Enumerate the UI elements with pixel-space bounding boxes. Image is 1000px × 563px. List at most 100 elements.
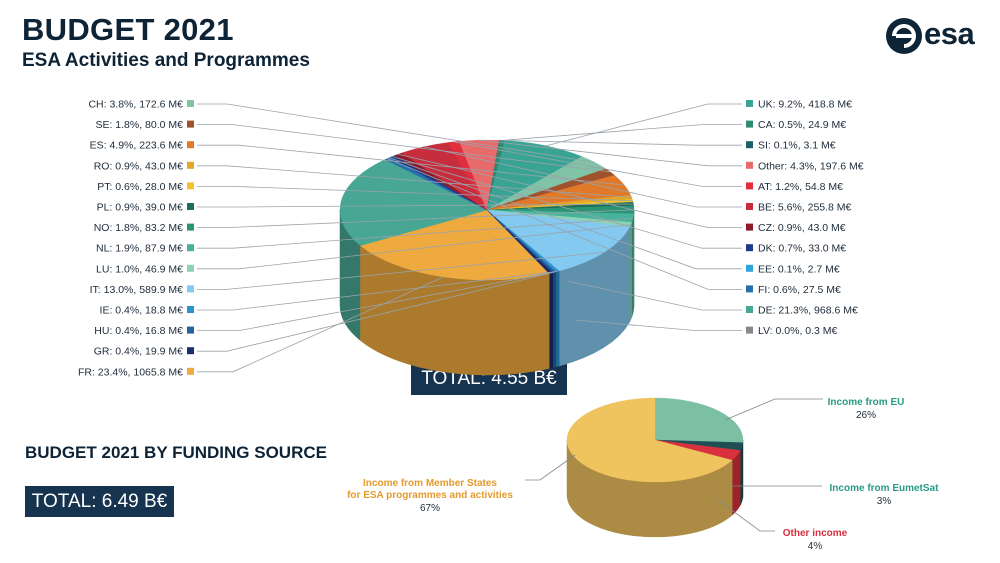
legend-swatch-at bbox=[746, 182, 753, 190]
total-funding-badge: TOTAL: 6.49 B€ bbox=[25, 486, 174, 517]
esa-logo-text: esa bbox=[924, 16, 975, 51]
legend-label-es: ES: 4.9%, 223.6 M€ bbox=[90, 140, 184, 152]
funding-leader-eu bbox=[724, 398, 823, 421]
leader-line-ie bbox=[197, 271, 558, 311]
funding-percent-income-from-member-states-for-esa-programmes-and-activities: 67% bbox=[420, 503, 440, 514]
leader-line-other bbox=[479, 139, 742, 167]
legend-label-ca: CA: 0.5%, 24.9 M€ bbox=[758, 119, 846, 131]
leader-line-fi bbox=[387, 158, 742, 290]
legend-swatch-ie bbox=[187, 306, 194, 313]
leader-line-lu bbox=[197, 224, 631, 270]
leader-line-fr bbox=[197, 276, 444, 373]
leader-line-dk bbox=[392, 156, 742, 249]
funding-leader-member-states bbox=[525, 454, 576, 481]
funding-leader-lines bbox=[525, 398, 823, 532]
legend-label-si: SI: 0.1%, 3.1 M€ bbox=[758, 140, 836, 152]
legend-label-uk: UK: 9.2%, 418.8 M€ bbox=[758, 99, 852, 111]
leader-line-gr bbox=[197, 272, 552, 352]
main-pie-side-lu bbox=[629, 222, 632, 322]
main-pie-slice-de bbox=[339, 159, 488, 246]
funding-pie-slice-income-from-member-states-for-esa-programmes-and-activities bbox=[566, 397, 733, 483]
legend-swatch-uk bbox=[746, 100, 753, 107]
legend-label-hu: HU: 0.4%, 16.8 M€ bbox=[94, 325, 183, 337]
leader-line-be bbox=[424, 146, 742, 208]
legend-label-cz: CZ: 0.9%, 43.0 M€ bbox=[758, 222, 846, 234]
legend-label-no: NO: 1.8%, 83.2 M€ bbox=[94, 222, 183, 234]
legend-label-lu: LU: 1.0%, 46.9 M€ bbox=[96, 263, 183, 275]
leader-line-hu bbox=[197, 271, 555, 332]
funding-pie-slice-income-from-eu bbox=[654, 397, 744, 443]
funding-label-income-from-member-states-for-esa-programmes-and-activities-1: Income from Member States bbox=[363, 478, 497, 489]
legend-swatch-hu bbox=[187, 326, 194, 334]
funding-percent-income-from-eumetsat: 3% bbox=[877, 496, 892, 507]
funding-label-income-from-eumetsat: Income from EumetSat bbox=[830, 483, 940, 494]
legend-swatch-pt bbox=[187, 182, 194, 190]
legend-label-ie: IE: 0.4%, 18.8 M€ bbox=[100, 305, 184, 317]
legend-label-other: Other: 4.3%, 197.6 M€ bbox=[758, 160, 864, 172]
legend-swatch-ee bbox=[746, 264, 753, 272]
legend-label-ro: RO: 0.9%, 43.0 M€ bbox=[94, 160, 183, 172]
leader-line-si bbox=[499, 139, 742, 146]
legend-swatch-ch bbox=[187, 100, 194, 107]
funding-percent-other-income: 4% bbox=[808, 541, 823, 552]
funding-percent-income-from-eu: 26% bbox=[856, 410, 876, 421]
legend-swatch-nl bbox=[187, 244, 194, 252]
legend-label-gr: GR: 0.4%, 19.9 M€ bbox=[94, 346, 183, 358]
legend-swatch-be bbox=[746, 203, 753, 210]
legend-swatch-fi bbox=[746, 285, 753, 293]
legend-swatch-lv bbox=[746, 326, 753, 334]
legend-label-lv: LV: 0.0%, 0.3 M€ bbox=[758, 325, 838, 337]
legend-label-nl: NL: 1.9%, 87.9 M€ bbox=[96, 243, 183, 255]
legend-label-fi: FI: 0.6%, 27.5 M€ bbox=[758, 284, 841, 296]
funding-label-income-from-eu: Income from EU bbox=[828, 397, 905, 408]
leader-line-lv bbox=[575, 319, 742, 332]
legend-swatch-pl bbox=[187, 203, 194, 210]
page-title: BUDGET 2021 bbox=[22, 12, 234, 47]
leader-line-nl bbox=[197, 217, 634, 249]
leader-line-cz bbox=[398, 153, 742, 229]
leader-line-at bbox=[453, 141, 742, 187]
leader-line-it bbox=[197, 251, 605, 290]
legend-label-it: IT: 13.0%, 589.9 M€ bbox=[90, 284, 184, 296]
legend-label-pl: PL: 0.9%, 39.0 M€ bbox=[97, 202, 184, 214]
funding-section-title: BUDGET 2021 BY FUNDING SOURCE bbox=[25, 443, 327, 462]
main-pie-side-nl bbox=[631, 213, 635, 318]
leader-line-es bbox=[197, 144, 625, 186]
legend-swatch-it bbox=[187, 285, 194, 293]
main-pie-side-hu bbox=[552, 271, 557, 368]
legend-label-ch: CH: 3.8%, 172.6 M€ bbox=[88, 99, 183, 111]
funding-pie-side-other-income bbox=[731, 450, 741, 516]
legend-swatch-cz bbox=[746, 223, 753, 231]
legend-label-de: DE: 21.3%, 968.6 M€ bbox=[758, 305, 858, 317]
legend-label-dk: DK: 0.7%, 33.0 M€ bbox=[758, 243, 846, 255]
page-subtitle: ESA Activities and Programmes bbox=[22, 50, 310, 71]
leader-line-ro bbox=[197, 165, 632, 198]
legend-swatch-ca bbox=[746, 120, 753, 128]
leader-line-de bbox=[567, 280, 742, 311]
legend-swatch-ro bbox=[187, 161, 194, 169]
main-pie-slice-it bbox=[486, 209, 631, 272]
funding-label-other-income: Other income bbox=[783, 528, 848, 539]
legend-swatch-no bbox=[187, 223, 194, 231]
leader-line-pt bbox=[197, 185, 633, 202]
legend-label-pt: PT: 0.6%, 28.0 M€ bbox=[97, 181, 183, 193]
funding-label-income-from-member-states-for-esa-programmes-and-activities-2: for ESA programmes and activities bbox=[347, 490, 513, 501]
main-pie-side-ie bbox=[555, 270, 560, 368]
leader-line-no bbox=[197, 209, 635, 229]
legend-swatch-fr bbox=[187, 367, 194, 375]
legend-swatch-other bbox=[746, 161, 753, 169]
leader-line-ee bbox=[389, 157, 742, 270]
funding-leader-other bbox=[717, 499, 775, 532]
leader-line-se bbox=[197, 124, 611, 173]
legend-label-se: SE: 1.8%, 80.0 M€ bbox=[95, 119, 183, 131]
legend-label-be: BE: 5.6%, 255.8 M€ bbox=[758, 202, 852, 214]
leader-line-ca bbox=[502, 124, 742, 141]
legend-swatch-se bbox=[187, 120, 194, 128]
legend-swatch-si bbox=[746, 141, 753, 149]
leader-line-uk bbox=[545, 103, 742, 147]
legend-swatch-gr bbox=[187, 347, 194, 355]
legend-swatch-es bbox=[187, 141, 194, 149]
legend-label-at: AT: 1.2%, 54.8 M€ bbox=[758, 181, 843, 193]
legend-swatch-de bbox=[746, 306, 753, 313]
main-pie-side-gr bbox=[548, 272, 554, 369]
